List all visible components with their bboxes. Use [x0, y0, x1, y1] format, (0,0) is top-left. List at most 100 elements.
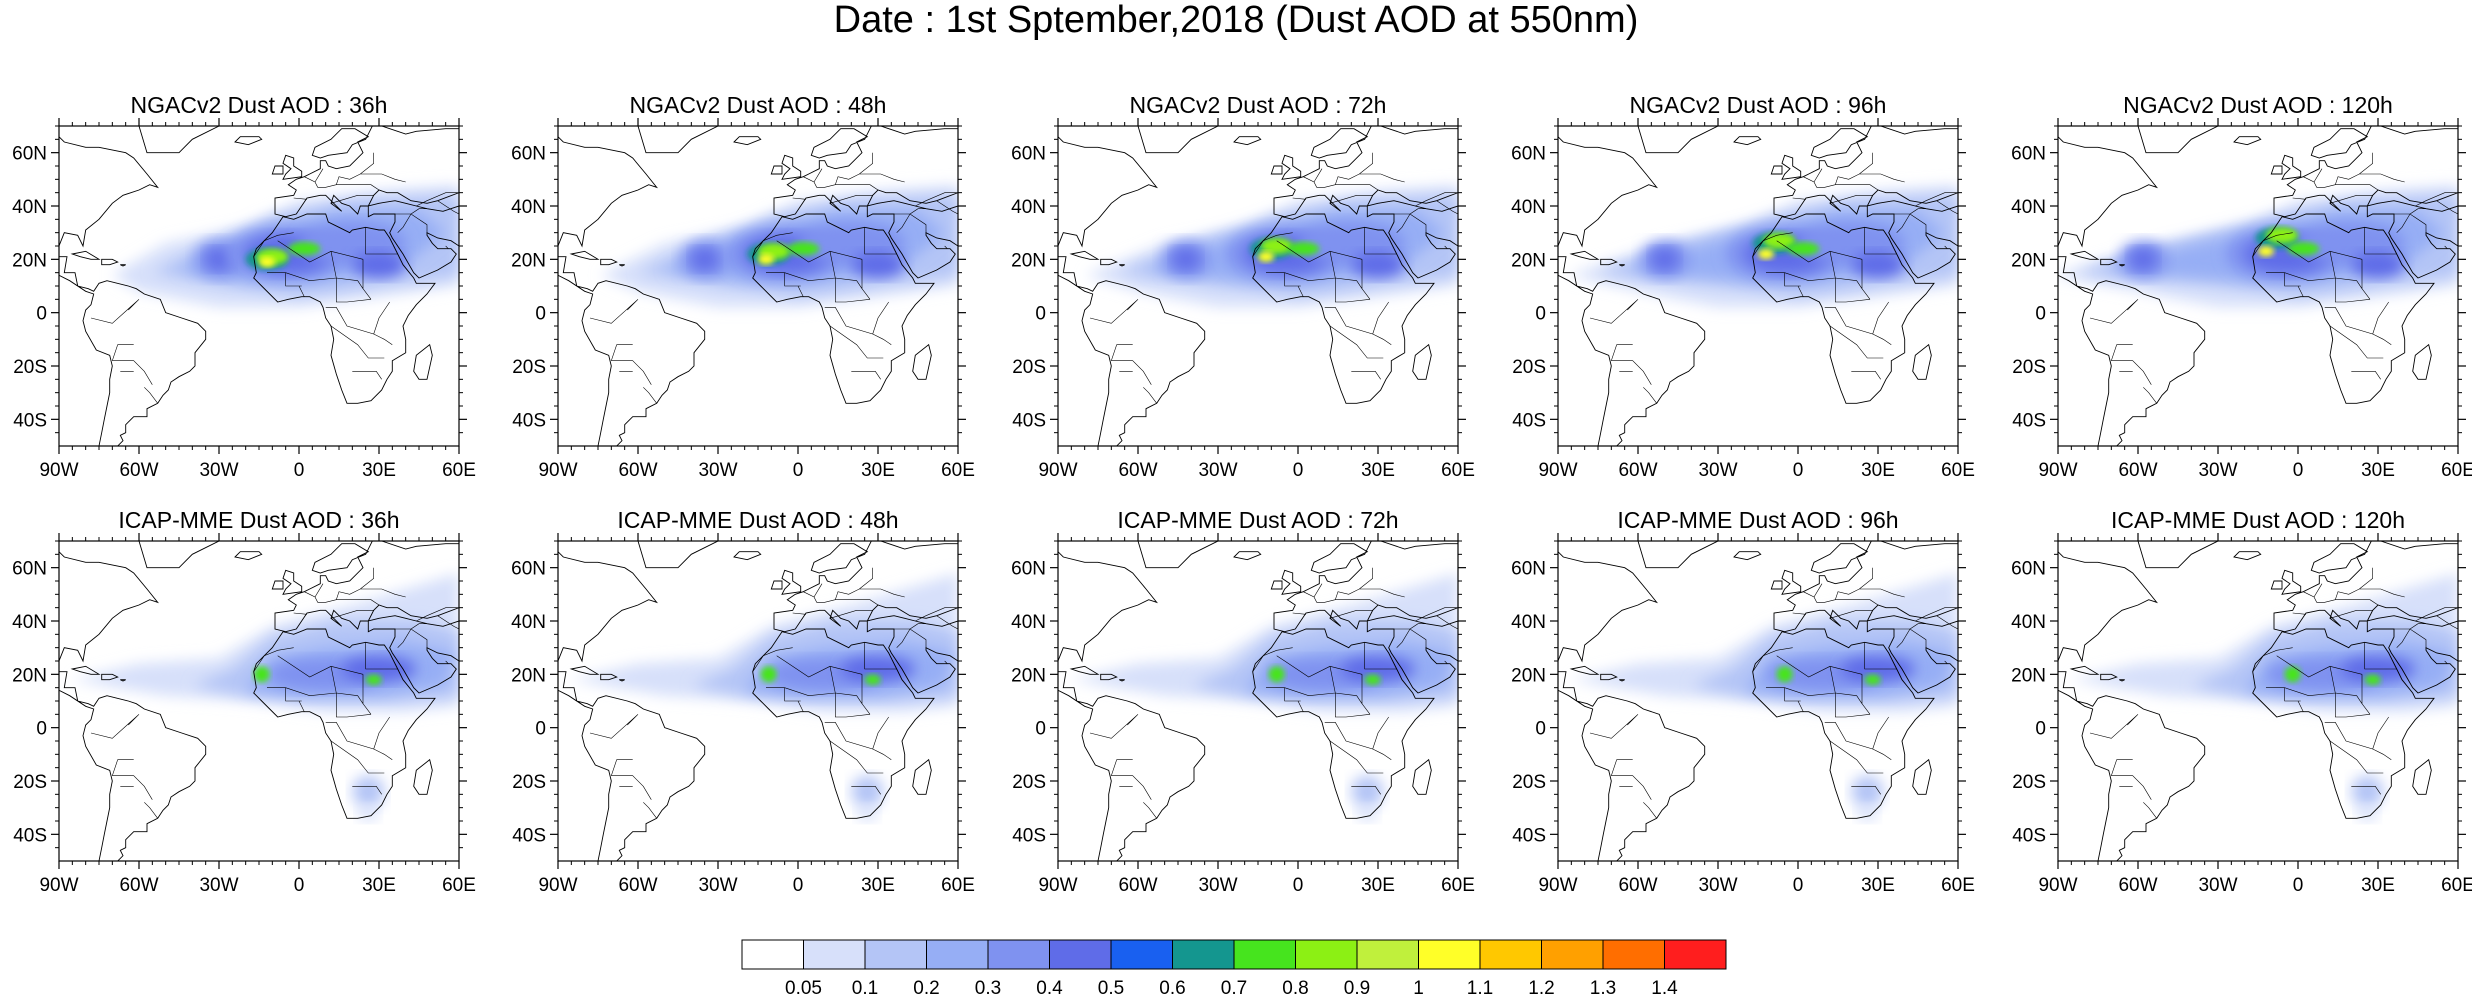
y-tick-label: 40N	[1011, 612, 1046, 633]
x-tick-label: 90W	[1038, 460, 1077, 481]
y-tick-label: 20N	[2011, 250, 2046, 271]
y-tick-label: 40S	[2012, 410, 2046, 431]
colorbar-label: 0.05	[785, 978, 822, 995]
x-tick-label: 30W	[698, 875, 737, 896]
y-tick-label: 20S	[2012, 772, 2046, 793]
country-borders	[2089, 152, 2458, 404]
map-panel: NGACv2 Dust AOD : 36h 90W 60W 30W 0 30E 60E 60N…	[12, 92, 476, 481]
x-tick-label: 60E	[941, 460, 975, 481]
x-tick-label: 90W	[39, 460, 78, 481]
y-tick-label: 0	[535, 719, 546, 740]
dust-aod-field	[571, 573, 958, 821]
coastlines	[558, 541, 958, 861]
y-tick-label: 60N	[1011, 559, 1046, 580]
map-panel: NGACv2 Dust AOD : 72h 90W 60W 30W 0 30E 60E 60N…	[1011, 92, 1475, 481]
panel-title: NGACv2 Dust AOD : 120h	[2123, 92, 2393, 118]
y-tick-label: 40S	[1512, 410, 1546, 431]
x-tick-label: 90W	[1038, 875, 1077, 896]
coastlines	[1558, 126, 1958, 446]
x-tick-label: 0	[294, 460, 305, 481]
y-tick-label: 40S	[2012, 825, 2046, 846]
x-tick-label: 60W	[1618, 875, 1657, 896]
x-tick-label: 60W	[618, 875, 657, 896]
y-tick-label: 40N	[511, 612, 546, 633]
colorbar-label: 0.2	[913, 978, 939, 995]
colorbar-swatch	[1664, 939, 1727, 970]
coastlines	[59, 541, 459, 861]
country-borders	[1589, 152, 1958, 404]
colorbar-swatch	[1049, 939, 1112, 970]
colorbar-label: 0.8	[1282, 978, 1308, 995]
y-tick-label: 20N	[1511, 665, 1546, 686]
x-tick-label: 90W	[2038, 460, 2077, 481]
country-borders	[90, 152, 459, 404]
colorbar-label: 1.2	[1528, 978, 1554, 995]
map-panel: ICAP-MME Dust AOD : 48h 90W 60W 30W 0 30E 60E 6…	[511, 507, 975, 896]
x-tick-label: 90W	[1538, 460, 1577, 481]
y-tick-label: 0	[1035, 719, 1046, 740]
colorbar: 0.05 0.1 0.2 0.3 0.4 0.5 0.6 0.7 0.8 0.9 1 1.1 1.2 1.…	[741, 939, 1727, 995]
x-tick-label: 30W	[2198, 875, 2237, 896]
x-tick-label: 30E	[362, 460, 396, 481]
map-panel: NGACv2 Dust AOD : 96h 90W 60W 30W 0 30E 60E 60N…	[1511, 92, 1975, 481]
x-tick-label: 30W	[698, 460, 737, 481]
x-tick-label: 0	[1793, 460, 1804, 481]
colorbar-label: 0.3	[975, 978, 1001, 995]
y-tick-label: 20S	[13, 772, 47, 793]
colorbar-swatch	[1233, 939, 1296, 970]
x-tick-label: 30E	[362, 875, 396, 896]
x-tick-label: 30E	[1361, 875, 1395, 896]
x-tick-label: 60W	[618, 460, 657, 481]
y-tick-label: 40N	[12, 197, 47, 218]
x-tick-label: 90W	[2038, 875, 2077, 896]
y-tick-label: 40S	[512, 825, 546, 846]
y-tick-label: 0	[1535, 719, 1546, 740]
colorbar-label: 0.9	[1344, 978, 1370, 995]
x-tick-label: 30W	[2198, 460, 2237, 481]
colorbar-label: 0.6	[1159, 978, 1185, 995]
panel-title: ICAP-MME Dust AOD : 96h	[1617, 507, 1898, 533]
y-tick-label: 40N	[1011, 197, 1046, 218]
y-tick-label: 60N	[511, 144, 546, 165]
y-tick-label: 60N	[12, 559, 47, 580]
colorbar-swatch	[1356, 939, 1419, 970]
x-tick-label: 60E	[1441, 460, 1475, 481]
y-tick-label: 40N	[12, 612, 47, 633]
y-tick-label: 40N	[2011, 197, 2046, 218]
y-tick-label: 20N	[1011, 665, 1046, 686]
country-borders	[589, 152, 958, 404]
y-tick-label: 20S	[1512, 357, 1546, 378]
colorbar-label: 1.1	[1467, 978, 1493, 995]
colorbar-label: 1.3	[1590, 978, 1616, 995]
y-tick-label: 60N	[12, 144, 47, 165]
x-tick-label: 30E	[861, 875, 895, 896]
x-tick-label: 90W	[39, 875, 78, 896]
y-tick-label: 40N	[2011, 612, 2046, 633]
panel-title: NGACv2 Dust AOD : 48h	[630, 92, 887, 118]
x-tick-label: 0	[793, 460, 804, 481]
panel-title: NGACv2 Dust AOD : 96h	[1630, 92, 1887, 118]
map-panel: ICAP-MME Dust AOD : 120h 90W 60W 30W 0 30E 60E…	[2011, 507, 2472, 896]
x-tick-label: 60W	[2118, 875, 2157, 896]
y-tick-label: 0	[2035, 719, 2046, 740]
y-tick-label: 20S	[13, 357, 47, 378]
y-tick-label: 20N	[511, 250, 546, 271]
x-tick-label: 60E	[442, 460, 476, 481]
x-tick-label: 30E	[1861, 460, 1895, 481]
colorbar-label: 1	[1413, 978, 1424, 995]
y-tick-label: 20N	[1511, 250, 1546, 271]
colorbar-swatch	[1418, 939, 1481, 970]
y-tick-label: 40S	[13, 410, 47, 431]
country-borders	[1589, 567, 1958, 819]
dust-aod-field	[2071, 573, 2458, 821]
country-borders	[2089, 567, 2458, 819]
x-tick-label: 0	[1793, 875, 1804, 896]
x-tick-label: 90W	[538, 875, 577, 896]
panel-title: NGACv2 Dust AOD : 72h	[1130, 92, 1387, 118]
panel-title: ICAP-MME Dust AOD : 48h	[617, 507, 898, 533]
colorbar-swatch	[1602, 939, 1665, 970]
y-tick-label: 20N	[511, 665, 546, 686]
y-tick-label: 20N	[12, 665, 47, 686]
y-tick-label: 40S	[512, 410, 546, 431]
